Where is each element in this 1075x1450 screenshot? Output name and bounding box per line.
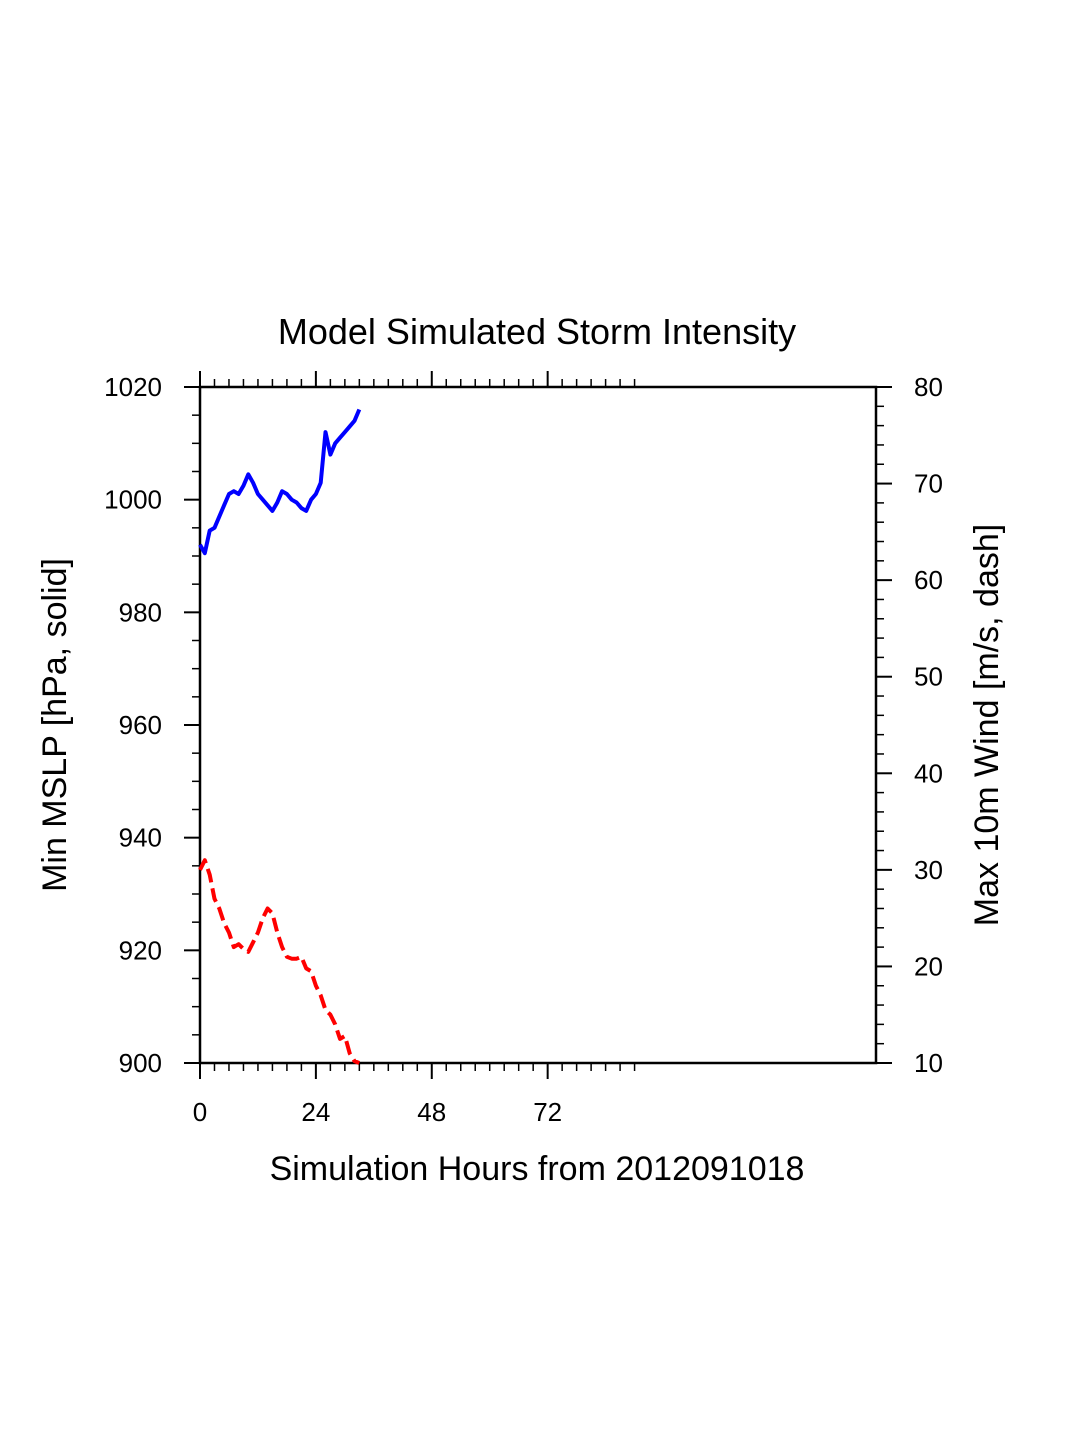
y-left-tick-label: 1000 [104, 485, 162, 515]
tick-labels: 0 24 48 72900920940960980100010201020304050… [104, 372, 943, 1127]
x-tick-label: 24 [301, 1097, 330, 1127]
y-right-tick-label: 70 [914, 469, 943, 499]
y-right-tick-label: 60 [914, 565, 943, 595]
chart-title: Model Simulated Storm Intensity [278, 311, 796, 352]
y-left-tick-label: 980 [119, 597, 162, 627]
y-left-tick-label: 900 [119, 1048, 162, 1078]
y-right-tick-label: 10 [914, 1048, 943, 1078]
y-left-axis-title: Min MSLP [hPa, solid] [36, 558, 74, 892]
max-wind-dashed-line [198, 858, 361, 1065]
y-right-tick-label: 20 [914, 951, 943, 981]
x-axis-title: Simulation Hours from 2012091018 [270, 1150, 805, 1188]
y-left-tick-label: 960 [119, 710, 162, 740]
x-tick-label: 48 [417, 1097, 446, 1127]
y-right-tick-label: 80 [914, 372, 943, 402]
y-right-tick-label: 40 [914, 758, 943, 788]
major-ticks [184, 371, 892, 1079]
x-tick-label: 0 [193, 1097, 207, 1127]
min-mslp-solid-line [198, 408, 362, 556]
minor-ticks [192, 379, 884, 1071]
x-tick-label: 72 [533, 1097, 562, 1127]
y-left-tick-label: 940 [119, 823, 162, 853]
y-right-tick-label: 30 [914, 855, 943, 885]
series-lines [198, 408, 362, 1065]
y-left-tick-label: 920 [119, 935, 162, 965]
y-left-tick-label: 1020 [104, 372, 162, 402]
y-right-tick-label: 50 [914, 662, 943, 692]
y-right-axis-title: Max 10m Wind [m/s, dash] [968, 524, 1006, 926]
